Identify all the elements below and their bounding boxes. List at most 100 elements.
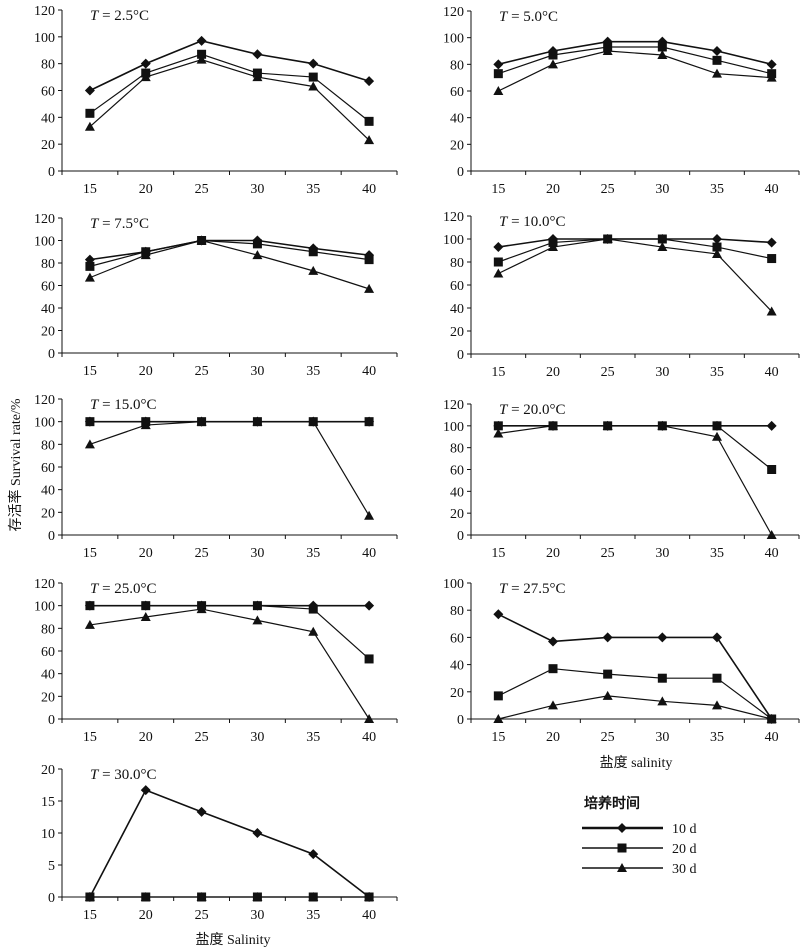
data-point [364,510,375,520]
x-tick-label: 40 [765,365,779,380]
x-tick-label: 25 [601,365,615,380]
series-line [498,238,772,248]
x-tick-label: 25 [195,908,209,923]
x-tick-label: 25 [195,364,209,379]
x-tick-label: 30 [655,182,669,197]
y-tick-label: 20 [450,507,464,522]
data-point [657,234,668,244]
data-point [766,59,777,70]
x-tick-label: 30 [250,546,264,561]
y-tick-label: 100 [443,577,464,592]
y-tick-label: 40 [450,659,464,674]
y-tick-label: 60 [41,461,55,476]
data-point [548,234,558,244]
y-tick-label: 40 [450,302,464,317]
data-point [140,785,151,796]
data-point [602,690,613,700]
data-point [364,250,375,261]
y-tick-label: 0 [48,713,55,728]
data-point [84,600,95,611]
data-point [308,892,318,902]
y-tick-label: 120 [34,393,55,408]
x-tick-label: 25 [195,730,209,745]
y-tick-label: 10 [41,827,55,842]
x-tick-label: 25 [601,546,615,561]
y-tick-label: 0 [457,713,464,728]
y-tick-label: 0 [48,529,55,544]
data-point [657,242,668,252]
data-point [252,892,262,902]
data-point [493,257,503,267]
x-tick-label: 30 [250,730,264,745]
data-point [252,49,263,60]
x-tick-label: 30 [655,365,669,380]
data-point [252,416,263,427]
x-axis-label-bottom: 盐度 Salinity [195,932,270,948]
data-point [84,619,95,629]
data-point [493,609,504,620]
y-tick-label: 120 [34,4,55,19]
data-point [140,58,151,69]
y-tick-label: 40 [41,484,55,499]
y-tick-label: 100 [34,31,55,46]
panel-title: T = 15.0°C [90,397,157,413]
data-point [766,530,777,539]
data-point [308,243,319,254]
y-tick-label: 0 [457,529,464,544]
chart-panel: 0 20 40 60 80 100 120 15 20 25 30 35 40 T = 25.0°C [34,577,398,745]
data-point [140,600,151,611]
y-tick-label: 20 [450,138,464,153]
x-tick-label: 35 [710,546,724,561]
y-axis-label: 存活率 Survival rate/% [7,398,24,531]
data-point [493,714,504,723]
series-line [89,239,370,290]
y-tick-label: 100 [443,233,464,248]
data-point [84,416,95,427]
y-tick-label: 80 [450,256,464,271]
x-tick-label: 40 [362,908,376,923]
x-tick-label: 15 [83,546,97,561]
x-axis-label-right: 盐度 salinity [600,755,673,771]
legend-marker [617,823,627,833]
data-point [657,696,668,706]
x-tick-label: 15 [491,365,505,380]
x-tick-label: 35 [710,182,724,197]
data-point [766,420,777,431]
y-tick-label: 100 [34,235,55,250]
data-point [308,416,319,427]
data-point [548,59,558,69]
x-tick-label: 30 [250,908,264,923]
y-tick-label: 0 [48,165,55,180]
series-line [498,46,772,75]
legend: 培养时间 10 d 20 d 30 d [582,795,697,877]
data-point [712,68,722,78]
data-point [712,673,722,683]
legend-label: 30 d [672,862,697,877]
y-tick-label: 20 [450,686,464,701]
y-tick-label: 60 [450,464,464,479]
data-point [84,439,95,449]
data-point [712,431,722,441]
data-point [140,612,151,621]
y-tick-label: 5 [48,859,55,874]
data-point [493,69,503,79]
y-tick-label: 0 [457,348,464,363]
y-tick-label: 20 [41,763,55,778]
x-tick-label: 35 [710,365,724,380]
x-tick-label: 15 [491,546,505,561]
data-point [196,54,207,64]
y-tick-label: 80 [450,442,464,457]
data-point [308,265,319,275]
y-tick-label: 60 [41,280,55,295]
data-point [712,242,722,252]
y-tick-label: 80 [41,438,55,453]
y-tick-label: 20 [41,138,55,153]
y-tick-label: 120 [34,212,55,227]
x-tick-label: 20 [546,182,560,197]
data-point [712,46,722,56]
x-tick-label: 25 [195,546,209,561]
series-line [89,239,370,261]
x-tick-label: 35 [306,546,320,561]
legend-label: 20 d [672,842,697,857]
data-point [252,68,262,78]
